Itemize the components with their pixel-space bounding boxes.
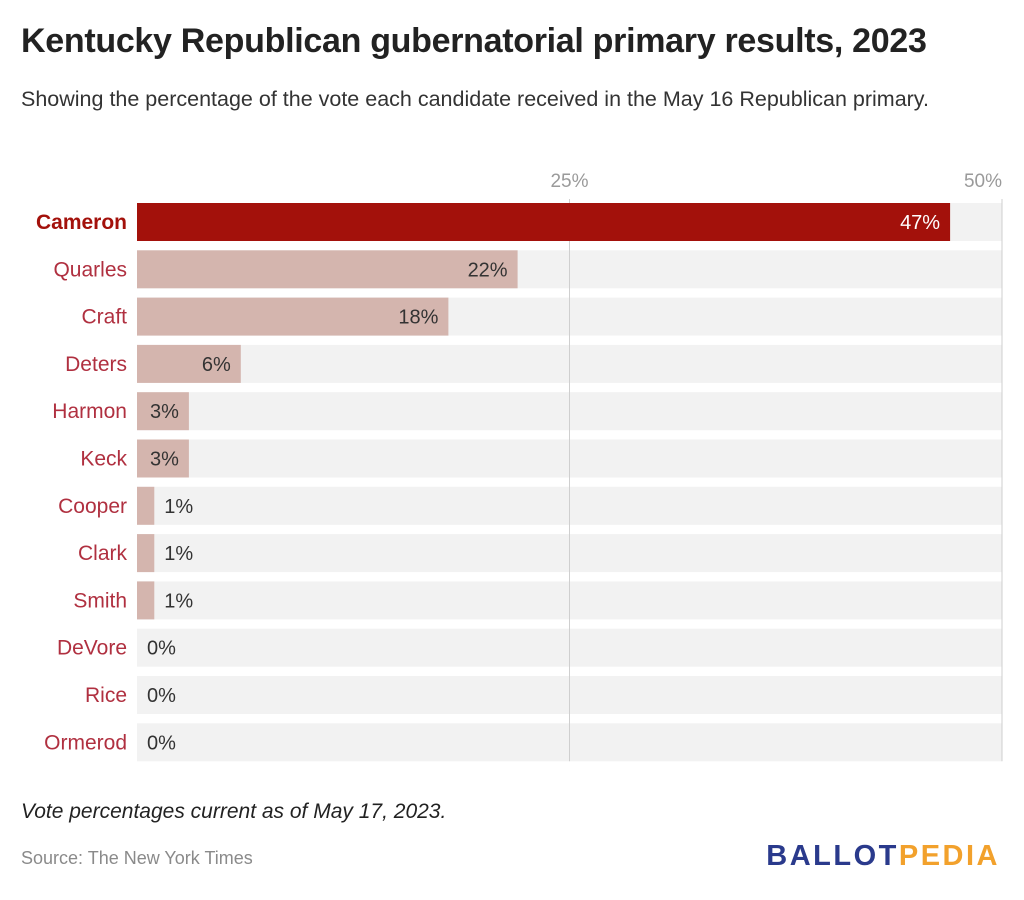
x-tick-label: 50% <box>964 171 1002 192</box>
value-label: 18% <box>398 307 438 329</box>
category-label: DeVore <box>57 637 127 660</box>
bar <box>137 344 241 383</box>
value-label: 3% <box>150 401 179 423</box>
category-label: Rice <box>85 684 127 707</box>
x-tick-label: 25% <box>550 171 588 192</box>
value-label: 6% <box>202 354 231 376</box>
category-label: Keck <box>80 448 127 471</box>
bar-chart: 25% 50% Cameron 47% Quarles 22% Craft 18% Deters… <box>36 171 1003 762</box>
category-label: Cooper <box>58 495 127 518</box>
category-label: Craft <box>81 306 127 329</box>
bar <box>137 534 155 573</box>
category-label: Harmon <box>52 400 127 423</box>
value-label: 0% <box>147 685 176 707</box>
source-note: Source: The New York Times <box>21 848 253 868</box>
value-label: 0% <box>147 732 176 754</box>
bar <box>137 486 155 525</box>
bar <box>137 392 189 431</box>
value-label: 1% <box>164 496 193 518</box>
bar <box>137 250 518 289</box>
logo-part-pedia: PEDIA <box>898 840 1000 872</box>
value-label: 1% <box>164 590 193 612</box>
bar <box>137 203 951 241</box>
value-label: 0% <box>147 638 176 660</box>
bar <box>137 439 189 478</box>
ballotpedia-logo: BALLOTPEDIA <box>766 840 1000 873</box>
category-label: Smith <box>73 589 127 612</box>
value-label: 47% <box>900 212 940 234</box>
chart-title: Kentucky Republican gubernatorial primar… <box>21 22 927 60</box>
category-label: Quarles <box>53 258 127 281</box>
bar <box>137 297 449 336</box>
value-label: 1% <box>164 543 193 565</box>
value-label: 22% <box>468 259 508 281</box>
bar <box>137 581 155 620</box>
category-label: Clark <box>78 542 128 565</box>
chart-subtitle: Showing the percentage of the vote each … <box>21 87 929 111</box>
logo-part-ballot: BALLOT <box>766 840 899 872</box>
value-label: 3% <box>150 449 179 471</box>
footnote: Vote percentages current as of May 17, 2… <box>21 800 447 823</box>
category-label: Cameron <box>36 211 127 234</box>
category-label: Ormerod <box>44 731 127 754</box>
category-label: Deters <box>65 353 127 376</box>
